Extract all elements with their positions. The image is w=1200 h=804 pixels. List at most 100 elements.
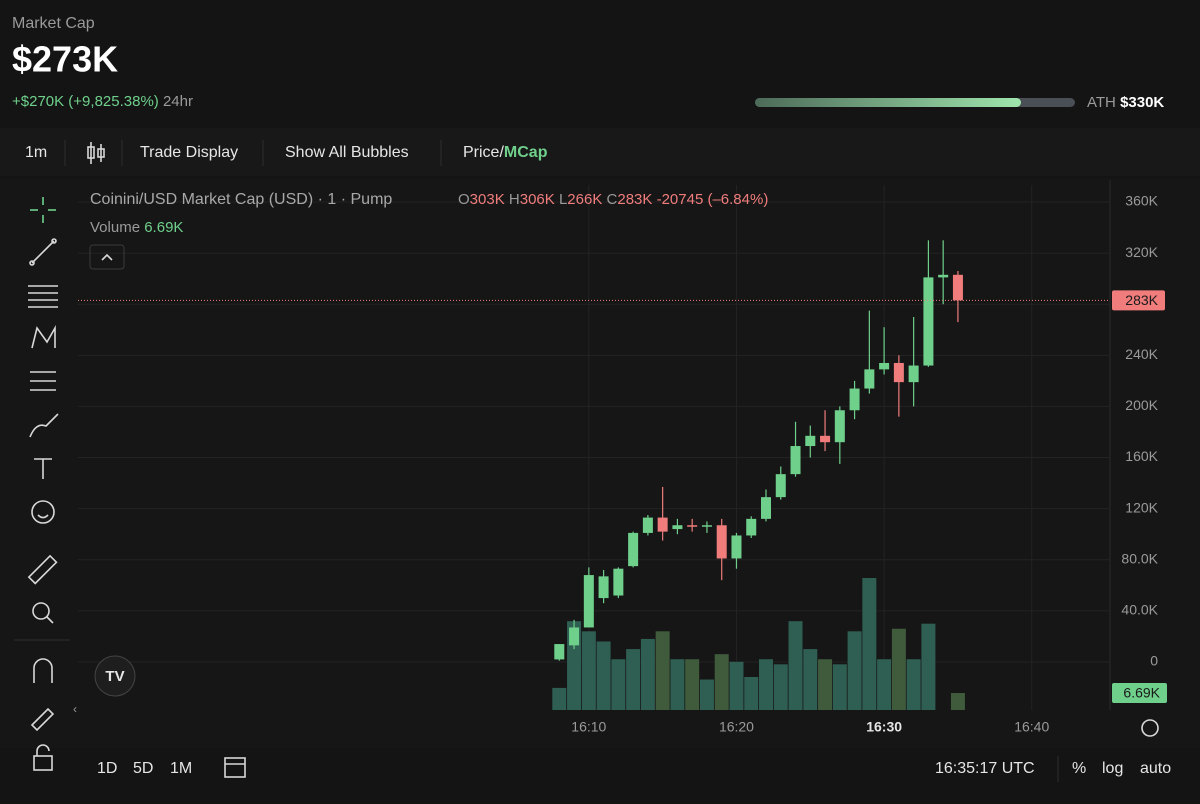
y-tick-label: 320K [1125,244,1158,260]
candle-body [731,535,742,559]
candle-body [716,525,727,559]
o: O [458,191,470,208]
l: L [559,191,567,208]
chevron [101,253,113,261]
zoom[interactable] [32,602,54,624]
emoji[interactable] [31,500,55,524]
volume-bar [685,659,700,710]
percent[interactable]: % [1072,760,1086,777]
log[interactable]: log [1102,760,1123,777]
interval[interactable]: 1m [25,144,47,161]
range[interactable]: 5D [133,760,153,777]
period: 24hr [163,93,193,110]
ath-value: $330K [1120,94,1164,111]
ath-fill [755,98,1021,107]
h: H [509,191,520,208]
mcap-value: $273K [12,39,118,80]
candle-icon[interactable] [87,142,105,164]
range[interactable]: 1D [97,760,117,777]
slash: / [499,144,504,161]
candle-body [672,525,683,530]
volume-value: 6.69K [144,219,183,236]
candle-body [834,410,845,443]
candle-body [613,568,624,596]
price-badge [1112,290,1165,311]
volume-bar [950,693,965,710]
trade-display[interactable]: Trade Display [140,144,238,161]
pattern[interactable] [31,324,56,349]
brush[interactable] [29,413,59,438]
volume-bar [759,659,773,710]
settings[interactable] [1141,719,1159,737]
lock[interactable] [33,744,53,771]
candle-body [849,388,860,411]
collapse[interactable]: ‹ [73,702,77,716]
auto[interactable]: auto [1140,760,1171,777]
y-tick-label: 200K [1125,397,1158,413]
price-mcap[interactable]: Price/MCap [463,144,548,161]
volume-bar [729,661,744,710]
crosshair[interactable] [30,197,56,223]
candle-body [938,274,949,278]
candle-body [805,435,816,447]
mcap-change: +$270K (+9,825.38%) 24hr [12,93,193,110]
open: 303K [470,191,505,208]
bubbles[interactable]: Show All Bubbles [285,144,409,161]
tools [27,197,59,771]
candle-body [569,627,580,646]
lock-draw[interactable] [30,707,55,732]
x-tick-label: 16:20 [719,719,754,735]
volume-bar [596,641,611,710]
volume-bar [744,677,759,710]
candle-body [775,474,786,498]
date-range-icon[interactable] [224,757,246,778]
candle-body [952,274,963,301]
ohlc: O303K H306K L266K C283K -20745 (–6.84%) [458,191,768,208]
y-tick-label: 240K [1125,346,1158,362]
volume-bar [877,659,892,710]
tv-mark: TV [105,668,124,685]
volume-bar [803,649,818,710]
tv-logo [94,655,136,697]
y-tick-label: 360K [1125,193,1158,209]
volume-bar [714,654,729,710]
candle-body [908,365,919,383]
plot: 040.0K80.0K120K160K200K240K280K320K360K1… [78,180,1167,735]
candle-body [923,277,934,366]
y-tick-label: 0 [1150,653,1158,669]
volume-bar [921,623,936,710]
candle-body [761,497,771,519]
volume-bar [640,638,655,710]
candle-body [687,525,698,527]
collapse-legend[interactable] [89,244,125,270]
fib[interactable] [28,285,58,308]
y-tick-label: 80.0K [1121,550,1158,566]
price: Price [463,144,500,161]
close: 283K [617,191,652,208]
volume-bar [891,628,906,710]
volume-bar [552,687,567,710]
volume-label: 6.69K [1123,685,1160,701]
candle-body [879,362,890,370]
volume-badge [1112,683,1167,704]
ath: ATH $330K [1087,94,1164,111]
volume-bar [670,659,685,710]
ath-label: ATH [1087,94,1116,111]
prediction[interactable] [30,371,56,391]
volume-bar [788,621,803,710]
trend-line[interactable] [29,238,57,266]
x-tick-label: 16:10 [571,719,606,735]
candle-body [893,362,904,383]
range[interactable]: 1M [170,760,192,777]
y-tick-label: 40.0K [1121,602,1158,618]
clock: 16:35:17 UTC [935,760,1035,777]
ruler[interactable] [27,554,58,585]
volume-bar [699,679,714,710]
candle-body [598,576,609,599]
volume-bar [581,631,596,710]
x-tick-label: 16:30 [866,719,902,735]
text-tool[interactable] [34,458,52,479]
volume-bar [626,649,641,710]
high: 306K [520,191,555,208]
magnet[interactable] [33,658,53,683]
